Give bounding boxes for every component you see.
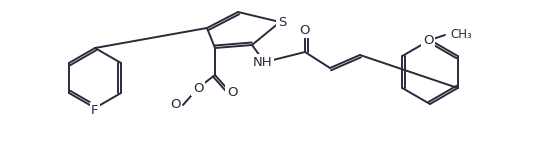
Text: O: O [193, 81, 203, 95]
Text: NH: NH [253, 56, 273, 68]
Text: S: S [278, 15, 286, 29]
Text: O: O [423, 34, 433, 46]
Text: O: O [227, 85, 237, 98]
Text: F: F [91, 103, 99, 117]
Text: CH₃: CH₃ [450, 29, 472, 41]
Text: O: O [300, 24, 310, 37]
Text: O: O [170, 98, 181, 112]
